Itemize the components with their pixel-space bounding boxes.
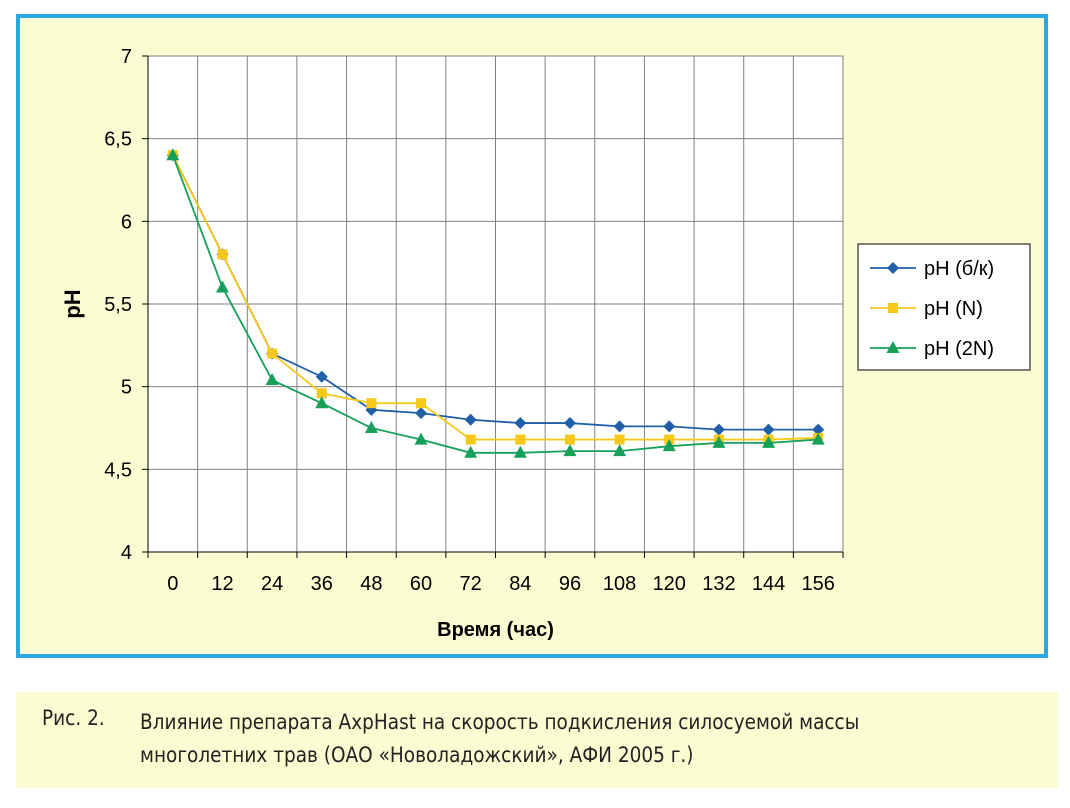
x-tick-label: 60 (410, 573, 432, 595)
data-point-1 (515, 434, 526, 445)
figure-frame: 4 4,5 5 5,5 6 6,5 7 0 12 24 36 48 60 72 84 96 108 120 132 1… (16, 14, 1048, 658)
data-point-2 (662, 439, 676, 452)
data-point-1 (366, 398, 377, 409)
x-tick-label: 108 (603, 573, 636, 595)
x-tick-label: 96 (559, 573, 581, 595)
ph-line-chart: 4 4,5 5 5,5 6 6,5 7 0 12 24 36 48 60 72 84 96 108 120 132 1… (60, 46, 1031, 641)
caption-line-2: многолетних трав (ОАО «Новоладожский», А… (140, 743, 694, 767)
legend-label-2: pH (2N) (924, 338, 994, 360)
series-line-0 (172, 154, 819, 431)
caption-label: Рис. 2. (42, 706, 105, 730)
legend-marker-2 (886, 341, 900, 353)
data-point-2 (364, 421, 378, 433)
x-tick-label: 24 (261, 573, 283, 595)
data-point-1 (267, 348, 278, 359)
data-point-0 (415, 407, 428, 420)
data-point-2 (265, 373, 279, 386)
data-point-0 (563, 417, 576, 430)
data-point-1 (416, 398, 427, 409)
data-point-0 (812, 423, 825, 436)
x-tick-label: 48 (360, 573, 382, 595)
data-point-2 (414, 432, 428, 445)
data-point-2 (613, 444, 627, 457)
x-tick-label: 156 (801, 573, 834, 595)
y-tick-label: 6 (121, 211, 132, 233)
data-point-2 (712, 435, 726, 448)
data-point-2 (513, 445, 527, 458)
legend-marker-1 (888, 303, 898, 313)
data-point-2 (315, 396, 329, 409)
x-tick-label: 36 (311, 573, 333, 595)
data-point-2 (215, 280, 229, 293)
series-line-1 (172, 154, 819, 441)
caption-line-1: Влияние препарата AxpHast на скорость по… (140, 710, 860, 734)
data-point-1 (614, 434, 625, 445)
legend-label-0: pH (б/к) (924, 258, 994, 280)
y-tick-label: 5 (121, 377, 132, 399)
x-tick-label: 0 (167, 573, 178, 595)
y-axis-label: pH (60, 289, 85, 318)
data-point-0 (663, 420, 676, 433)
x-tick-label: 84 (509, 573, 531, 595)
data-point-1 (316, 388, 327, 399)
data-point-2 (166, 148, 180, 161)
x-tick-label: 12 (211, 573, 233, 595)
legend-marker-0 (887, 262, 899, 274)
x-tick-label: 144 (752, 573, 785, 595)
figure-caption: Рис. 2. Влияние препарата AxpHast на ско… (16, 692, 1058, 788)
x-tick-label: 72 (460, 573, 482, 595)
data-point-2 (464, 445, 478, 458)
y-tick-label: 5,5 (104, 294, 132, 316)
data-point-0 (762, 423, 775, 436)
caption-text: Влияние препарата AxpHast на скорость по… (140, 706, 1038, 772)
y-tick-label: 4 (121, 542, 132, 564)
x-tick-label: 132 (702, 573, 735, 595)
data-point-0 (315, 370, 328, 383)
legend-label-1: pH (N) (924, 298, 983, 320)
data-point-1 (465, 434, 476, 445)
y-tick-label: 4,5 (104, 459, 132, 481)
data-point-2 (811, 432, 825, 445)
data-point-0 (613, 420, 626, 433)
series-line-2 (171, 154, 819, 454)
data-point-1 (217, 249, 228, 260)
y-tick-label: 6,5 (104, 129, 132, 151)
legend-box (857, 243, 1031, 371)
data-point-2 (762, 435, 776, 448)
data-point-0 (712, 423, 725, 436)
x-tick-label: 120 (653, 573, 686, 595)
x-axis-label: Время (час) (437, 619, 554, 641)
data-point-1 (564, 434, 575, 445)
y-tick-label: 7 (121, 46, 132, 68)
data-point-2 (563, 444, 577, 457)
data-point-0 (514, 417, 527, 430)
data-point-0 (464, 413, 477, 426)
